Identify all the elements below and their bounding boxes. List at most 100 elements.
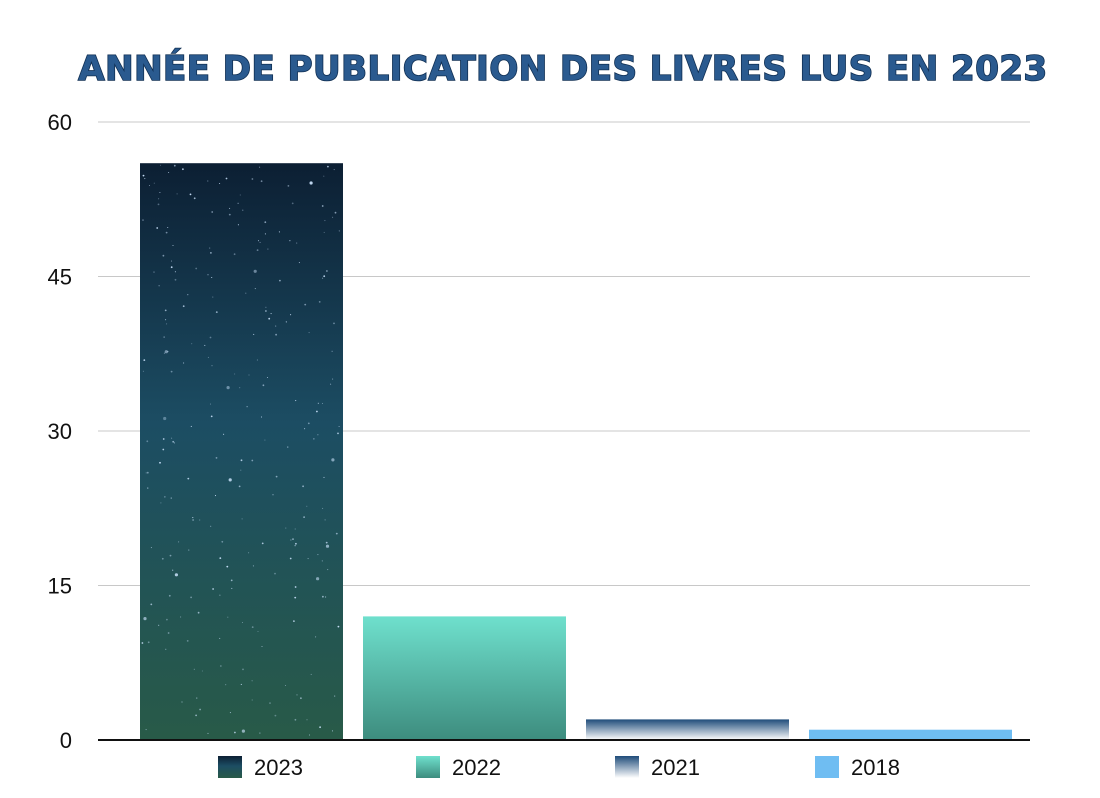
star-dot xyxy=(326,270,328,272)
star-dot xyxy=(229,207,231,209)
y-tick-label: 45 xyxy=(48,265,72,290)
star-dot xyxy=(197,611,200,614)
star-dot xyxy=(290,314,292,316)
star-dot xyxy=(334,211,337,214)
star-dot xyxy=(292,538,294,540)
star-dot xyxy=(187,294,189,296)
star-dot xyxy=(248,552,250,554)
star-dot xyxy=(219,594,221,596)
star-dot xyxy=(167,226,169,229)
star-dot xyxy=(240,459,243,462)
star-dot xyxy=(181,701,183,703)
star-dot xyxy=(333,169,335,171)
star-dot xyxy=(223,433,225,435)
star-dot xyxy=(240,683,242,685)
star-dot xyxy=(163,352,165,354)
legend-label-2021: 2021 xyxy=(651,755,700,780)
star-dot xyxy=(317,434,319,436)
star-dot xyxy=(199,708,202,711)
star-dot xyxy=(338,230,340,232)
star-dot xyxy=(265,310,267,312)
star-dot xyxy=(324,519,326,521)
star-dot xyxy=(322,595,324,598)
star-dot xyxy=(331,730,334,732)
star-dot xyxy=(146,471,149,474)
star-dot xyxy=(240,469,242,471)
star-dot xyxy=(241,729,245,733)
y-tick-label: 60 xyxy=(48,110,72,135)
legend-swatch-2023 xyxy=(218,756,242,778)
star-dot xyxy=(295,542,297,545)
star-dot xyxy=(201,670,203,672)
star-dot xyxy=(207,274,209,276)
star-dot xyxy=(219,557,222,559)
star-dot xyxy=(322,507,324,509)
star-dot xyxy=(254,288,256,290)
star-dot xyxy=(192,519,195,521)
star-dot xyxy=(264,439,266,441)
star-dot xyxy=(171,437,173,439)
star-dot xyxy=(143,617,147,621)
star-dot xyxy=(253,333,255,335)
star-dot xyxy=(317,402,319,404)
star-dot xyxy=(176,193,178,195)
star-dot xyxy=(172,569,174,571)
star-dot xyxy=(300,697,302,700)
star-dot xyxy=(270,313,272,315)
star-dot xyxy=(207,356,209,358)
legend-label-2023: 2023 xyxy=(254,755,303,780)
star-dot xyxy=(307,422,310,425)
star-dot xyxy=(321,205,324,207)
star-dot xyxy=(304,303,307,306)
star-dot xyxy=(266,376,269,379)
star-dot xyxy=(174,271,176,273)
star-dot xyxy=(296,242,298,244)
star-dot xyxy=(211,365,213,367)
star-dot xyxy=(173,164,176,167)
y-tick-label: 30 xyxy=(48,419,72,444)
star-dot xyxy=(325,541,328,544)
star-dot xyxy=(159,164,162,166)
legend-label-2018: 2018 xyxy=(851,755,900,780)
star-dot xyxy=(226,565,229,568)
star-dot xyxy=(319,726,321,729)
star-dot xyxy=(267,248,269,250)
star-dot xyxy=(325,544,330,548)
star-dot xyxy=(180,616,182,618)
star-dot xyxy=(192,517,194,519)
star-dot xyxy=(146,440,149,443)
star-dot xyxy=(187,477,190,480)
star-dot xyxy=(167,351,169,353)
star-dot xyxy=(158,285,160,287)
star-dot xyxy=(168,171,170,174)
star-dot xyxy=(304,428,306,430)
star-dot xyxy=(159,461,161,464)
star-dot xyxy=(287,185,290,187)
star-dot xyxy=(285,527,287,529)
star-dot xyxy=(285,321,287,323)
star-dot xyxy=(165,231,168,234)
star-dot xyxy=(219,637,221,639)
star-dot xyxy=(164,309,167,312)
star-dot xyxy=(166,618,168,621)
star-dot xyxy=(290,539,292,541)
star-dot xyxy=(172,440,175,443)
star-dot xyxy=(264,233,266,235)
star-dot xyxy=(209,403,212,405)
star-dot xyxy=(167,632,170,634)
star-dot xyxy=(294,545,296,547)
star-dot xyxy=(317,554,319,556)
star-dot xyxy=(207,180,209,182)
star-dot xyxy=(256,249,259,252)
star-dot xyxy=(158,624,160,626)
star-dot xyxy=(325,596,327,598)
star-dot xyxy=(183,362,185,364)
star-dot xyxy=(190,425,192,427)
star-dot xyxy=(338,425,340,428)
star-dot xyxy=(189,193,192,196)
star-dot xyxy=(238,485,241,488)
star-dot xyxy=(275,333,277,336)
star-dot xyxy=(220,665,222,667)
star-dot xyxy=(142,174,145,177)
bar-2021 xyxy=(586,719,789,740)
